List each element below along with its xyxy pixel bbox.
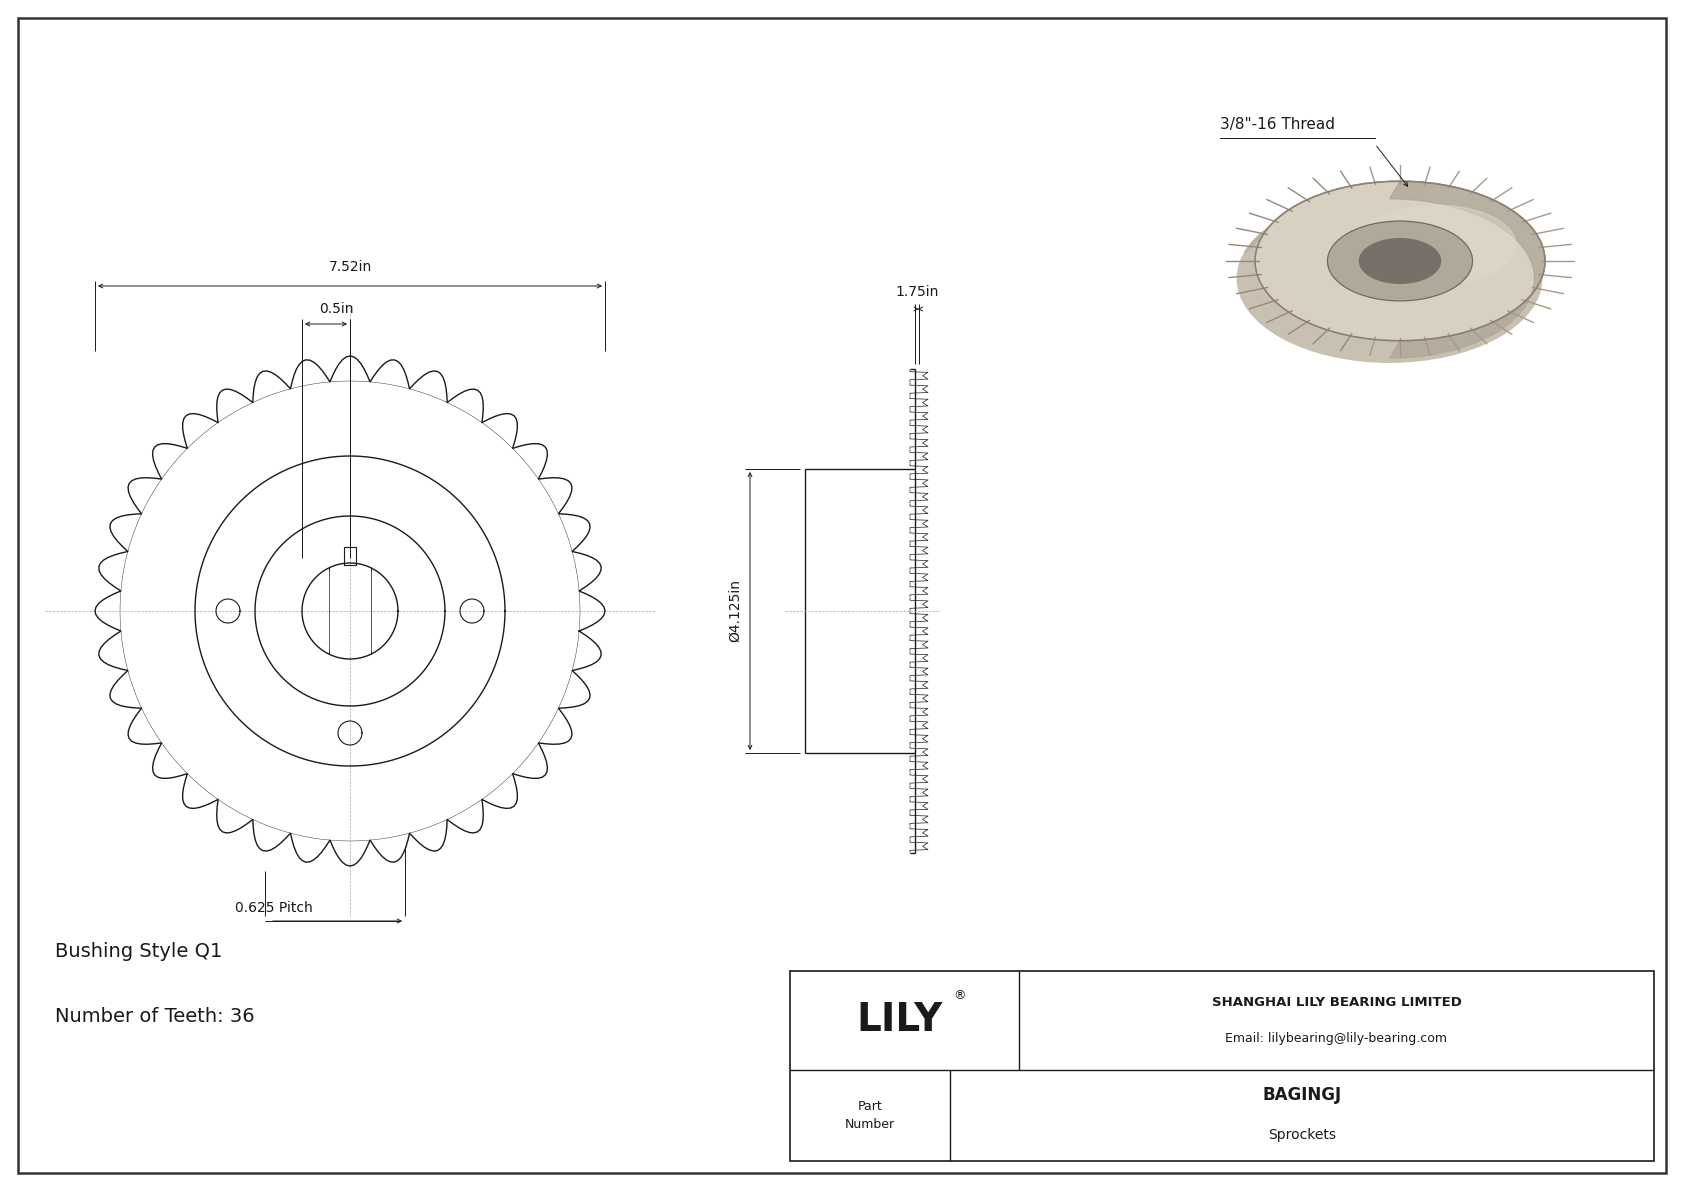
Text: Ø4.125in: Ø4.125in — [727, 580, 743, 642]
Text: 1.75in: 1.75in — [896, 285, 938, 299]
Text: BAGINGJ: BAGINGJ — [1263, 1086, 1342, 1104]
Ellipse shape — [1359, 238, 1440, 283]
Text: Bushing Style Q1: Bushing Style Q1 — [56, 942, 222, 961]
Ellipse shape — [1255, 181, 1544, 341]
Text: Part
Number: Part Number — [845, 1100, 894, 1131]
Text: Email: lilybearing@lily-bearing.com: Email: lilybearing@lily-bearing.com — [1226, 1031, 1448, 1045]
Text: Sprockets: Sprockets — [1268, 1128, 1335, 1142]
Ellipse shape — [1357, 205, 1516, 285]
Text: 3/8"-16 Thread: 3/8"-16 Thread — [1219, 117, 1335, 132]
Text: SHANGHAI LILY BEARING LIMITED: SHANGHAI LILY BEARING LIMITED — [1211, 996, 1462, 1009]
Ellipse shape — [1238, 195, 1543, 362]
Polygon shape — [1244, 181, 1537, 252]
Text: 7.52in: 7.52in — [328, 260, 372, 274]
Text: LILY: LILY — [857, 1002, 943, 1040]
Text: 0.5in: 0.5in — [318, 303, 354, 316]
Polygon shape — [1389, 181, 1544, 358]
Ellipse shape — [1327, 222, 1472, 301]
Text: ®: ® — [953, 989, 965, 1002]
Text: 0.625 Pitch: 0.625 Pitch — [236, 902, 313, 915]
Text: Number of Teeth: 36: Number of Teeth: 36 — [56, 1008, 254, 1025]
